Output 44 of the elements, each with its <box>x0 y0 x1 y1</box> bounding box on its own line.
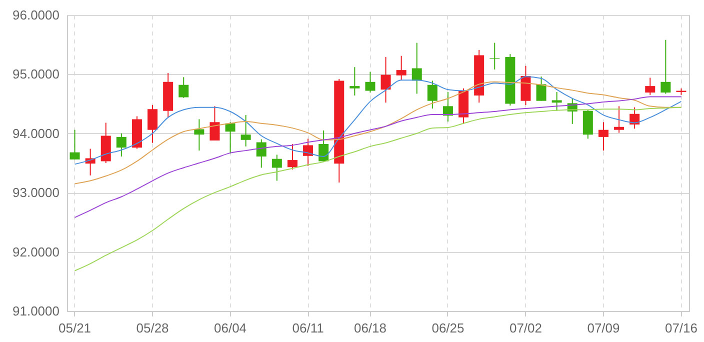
candlestick <box>396 55 406 81</box>
line-series <box>74 96 682 218</box>
candlestick <box>660 39 671 94</box>
candlestick <box>412 42 422 94</box>
candlestick <box>194 118 204 152</box>
y-tick-label: 94.0000 <box>12 126 60 141</box>
candlestick <box>178 76 189 98</box>
y-tick-label: 91.0000 <box>12 304 60 318</box>
y-tick-label: 93.0000 <box>12 185 60 200</box>
x-tick-label: 07/02 <box>509 320 542 336</box>
candlestick <box>427 80 438 110</box>
candlestick <box>598 122 608 152</box>
candlestick <box>380 56 391 104</box>
candlestick <box>272 154 282 182</box>
x-tick-label: 06/25 <box>432 320 464 336</box>
candlestick <box>116 132 126 157</box>
x-tick-label: 05/21 <box>58 320 92 336</box>
candlestick <box>582 109 593 140</box>
candlestick <box>552 91 562 112</box>
y-tick-label: 96.0000 <box>12 8 60 22</box>
candlestick <box>442 91 453 122</box>
candlestick <box>490 42 500 70</box>
candlestick <box>536 76 546 102</box>
candlestick <box>148 104 158 144</box>
x-tick-label: 06/18 <box>354 320 386 336</box>
candlestick <box>614 106 624 134</box>
candlestick <box>70 129 80 160</box>
candlestick <box>303 138 314 166</box>
candlestick <box>210 106 220 142</box>
candlestick <box>256 138 266 168</box>
x-tick-label: 05/28 <box>136 320 169 336</box>
candlestick <box>365 71 376 94</box>
x-tick-label: 07/16 <box>664 320 698 336</box>
x-tick-label: 07/09 <box>587 320 620 336</box>
candlestick <box>645 77 656 96</box>
candlestick <box>350 66 360 96</box>
y-tick-label: 95.0000 <box>12 66 60 82</box>
candlestick <box>287 144 298 170</box>
x-tick-label: 06/11 <box>292 320 324 336</box>
candlestick <box>240 114 251 147</box>
candlestick <box>225 122 236 154</box>
x-tick-label: 06/04 <box>214 320 247 336</box>
y-tick-label: 92.0000 <box>12 244 60 260</box>
candlestick <box>318 130 329 162</box>
